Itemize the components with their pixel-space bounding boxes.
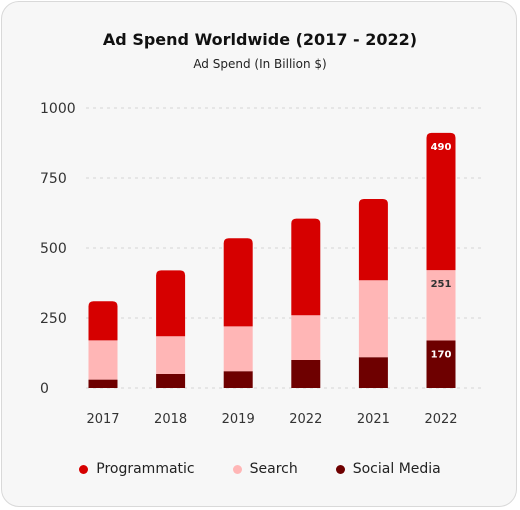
bar-2022-3-programmatic bbox=[291, 218, 321, 316]
bar-2017-0-social-media bbox=[88, 379, 118, 388]
chart-subtitle: Ad Spend (In Billion $) bbox=[193, 57, 327, 71]
x-tick-label-0: 2017 bbox=[86, 412, 119, 427]
y-tick-label-750: 750 bbox=[40, 171, 67, 187]
legend: Programmatic Search Social Media bbox=[2, 461, 518, 477]
bar-2019-2-social-media bbox=[223, 371, 253, 388]
x-tick-label-2: 2019 bbox=[222, 412, 255, 427]
legend-swatch-programmatic bbox=[79, 464, 89, 474]
bar-2018-1-search bbox=[156, 336, 186, 374]
bar-2019-2-programmatic bbox=[223, 238, 253, 327]
legend-label-programmatic: Programmatic bbox=[96, 461, 195, 477]
bar-2022-5-social-media bbox=[426, 340, 456, 388]
legend-swatch-search bbox=[232, 464, 242, 474]
legend-swatch-social-media bbox=[335, 464, 345, 474]
bar-2022-5-search bbox=[426, 270, 456, 341]
bar-2022-3-search bbox=[291, 315, 321, 360]
bar-2018-1-programmatic bbox=[156, 270, 186, 337]
x-tick-label-4: 2021 bbox=[357, 412, 390, 427]
legend-item-programmatic: Programmatic bbox=[79, 461, 195, 477]
chart-title: Ad Spend Worldwide (2017 - 2022) bbox=[102, 30, 418, 49]
bar-2017-0-programmatic bbox=[88, 301, 118, 341]
legend-item-search: Search bbox=[232, 461, 298, 477]
data-label-5-1: 251 bbox=[431, 279, 452, 290]
bar-2019-2-search bbox=[223, 326, 253, 372]
data-label-5-2: 490 bbox=[431, 142, 452, 153]
x-tick-label-5: 2022 bbox=[424, 412, 457, 427]
x-tick-label-1: 2018 bbox=[154, 412, 187, 427]
y-tick-label-250: 250 bbox=[40, 311, 67, 327]
bar-2018-1-social-media bbox=[156, 374, 186, 388]
legend-label-search: Search bbox=[249, 461, 298, 477]
bar-2021-4-search bbox=[358, 280, 388, 358]
y-tick-label-0: 0 bbox=[40, 381, 49, 397]
legend-label-social-media: Social Media bbox=[352, 461, 441, 477]
bar-2017-0-search bbox=[88, 340, 118, 380]
y-tick-label-500: 500 bbox=[40, 241, 67, 257]
bar-2022-3-social-media bbox=[291, 360, 321, 388]
data-label-5-0: 170 bbox=[431, 349, 452, 360]
x-tick-label-3: 2022 bbox=[289, 412, 322, 427]
legend-item-social-media: Social Media bbox=[335, 461, 441, 477]
bar-2021-4-social-media bbox=[358, 357, 388, 388]
bar-2022-5-programmatic bbox=[426, 132, 456, 271]
bar-2021-4-programmatic bbox=[358, 199, 388, 281]
y-tick-label-1000: 1000 bbox=[40, 101, 76, 117]
